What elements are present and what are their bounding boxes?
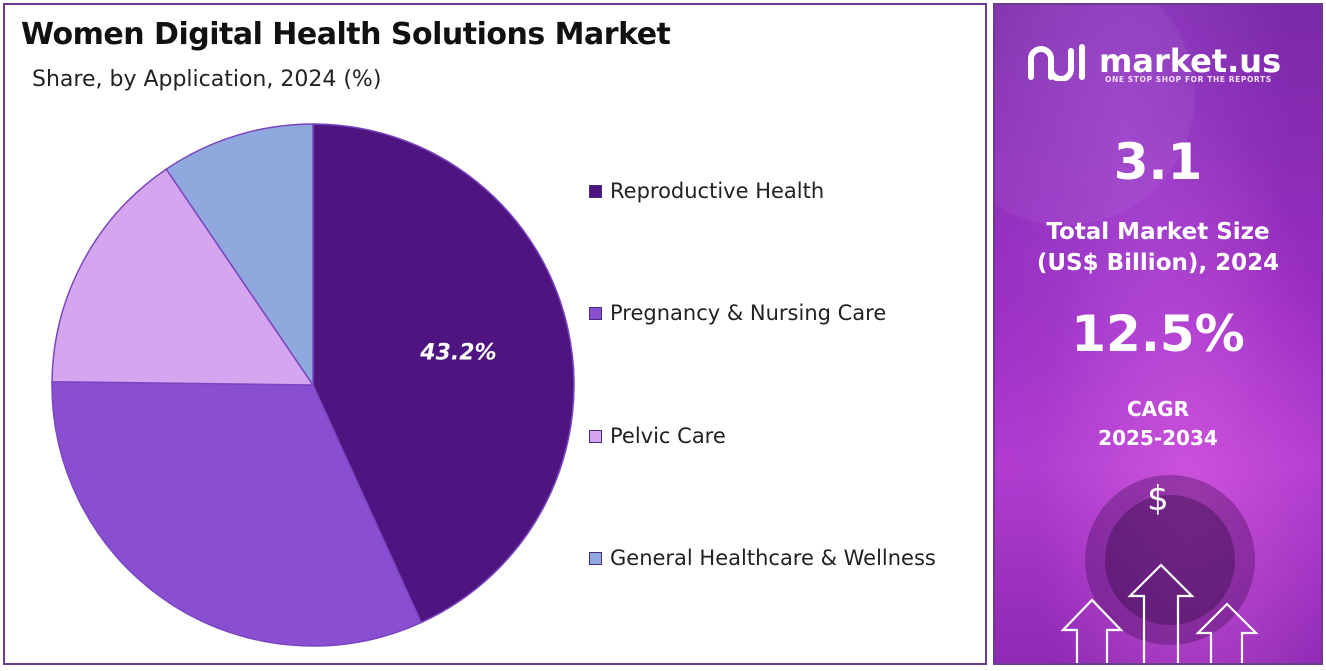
pie-slice-pregnancy-nursing-care (51, 380, 423, 647)
legend-label: Pelvic Care (610, 424, 726, 448)
legend-item-general-healthcare-wellness: General Healthcare & Wellness (589, 546, 936, 570)
legend-swatch (589, 306, 602, 320)
dollar-icon: $ (1147, 479, 1169, 519)
logo-icon (1028, 44, 1085, 81)
pie-slice-reproductive-health (312, 123, 575, 624)
logo: market.us (1025, 41, 1281, 81)
data-label: 43.2% (419, 340, 496, 365)
legend-swatch (589, 429, 602, 443)
chart-title: Women Digital Health Solutions Market (21, 17, 671, 52)
legend-label: Reproductive Health (610, 179, 825, 203)
cagr-value: 12.5% (1071, 305, 1245, 363)
market-size-value: 3.1 (1113, 133, 1203, 191)
legend-label: Pregnancy & Nursing Care (610, 301, 887, 325)
cagr-label-line1: CAGR (1127, 397, 1189, 421)
pie-slice-pelvic-care (51, 168, 315, 386)
legend-swatch (589, 551, 602, 565)
logo-tagline: ONE STOP SHOP FOR THE REPORTS (1105, 75, 1272, 84)
cagr-label-line2: 2025-2034 (1098, 426, 1218, 450)
arrow-up-icon (1060, 563, 1259, 663)
pie-slice-general-healthcare-wellness (165, 123, 314, 388)
chart-subtitle: Share, by Application, 2024 (%) (32, 67, 382, 92)
legend-item-pregnancy-nursing-care: Pregnancy & Nursing Care (589, 301, 886, 325)
market-size-label-line2: (US$ Billion), 2024 (1036, 250, 1280, 276)
legend-label: General Healthcare & Wellness (610, 546, 936, 570)
pie-chart: 43.2% (51, 123, 575, 647)
legend-swatch (589, 184, 602, 198)
chart-panel: Women Digital Health Solutions Market Sh… (3, 3, 987, 665)
legend-item-reproductive-health: Reproductive Health (589, 179, 824, 203)
background-decoration (995, 5, 1195, 225)
legend-item-pelvic-care: Pelvic Care (589, 424, 726, 448)
logo-text: market.us (1099, 42, 1282, 80)
background-decoration (1085, 475, 1255, 645)
background-decoration (1105, 495, 1235, 625)
summary-panel: market.us ONE STOP SHOP FOR THE REPORTS … (993, 3, 1323, 665)
market-size-label-line1: Total Market Size (1046, 219, 1270, 245)
